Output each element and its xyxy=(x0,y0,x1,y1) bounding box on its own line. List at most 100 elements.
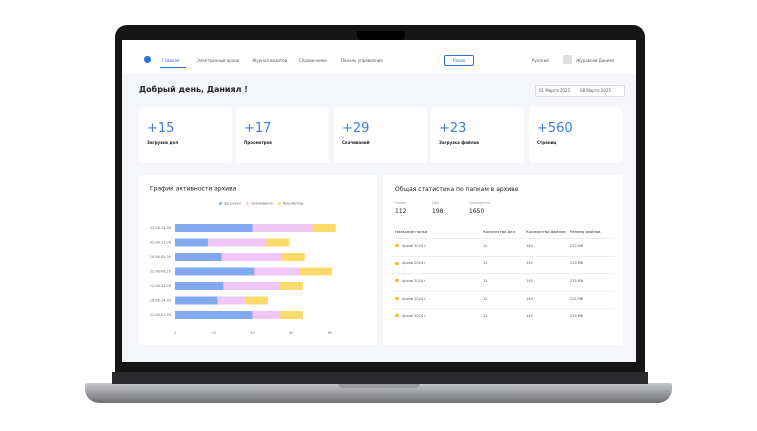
bar-segment xyxy=(175,238,208,247)
bar-segment xyxy=(221,253,282,261)
bar-segment xyxy=(217,296,245,305)
y-tick-label: 12.08-21.00 xyxy=(150,284,171,288)
chart-panel: График активности архива Загрузки Скачива… xyxy=(139,175,377,345)
table-cell: 225 Мб xyxy=(570,243,583,248)
stat-card: +15 Загрузки дел xyxy=(139,107,232,163)
folder-icon xyxy=(395,244,399,247)
stat-value: +23 xyxy=(439,121,467,136)
column-header: Название папки xyxy=(395,229,428,234)
table-cell: 225 Мб xyxy=(570,261,583,266)
row-divider xyxy=(391,273,615,274)
chart: График активности архива Загрузки Скачива… xyxy=(150,186,336,335)
table-cell: 12 xyxy=(483,314,488,319)
table-cell[interactable]: Архив 2024 г xyxy=(402,314,426,319)
screen: Главная Электронный архив Журнал визитов… xyxy=(122,40,636,362)
row-divider xyxy=(391,290,615,292)
chart-title: График активности архива xyxy=(150,186,237,193)
bar-segment xyxy=(281,253,305,261)
stat-card: +560 Страниц xyxy=(529,107,622,163)
date-to: 08 Марта 2025 xyxy=(580,88,612,93)
stat-value: +560 xyxy=(537,121,573,136)
bar-segment xyxy=(223,282,280,290)
camera-notch xyxy=(357,31,405,40)
avatar[interactable] xyxy=(563,55,572,64)
stat-label: Страниц xyxy=(537,140,557,145)
folder-icon xyxy=(395,261,399,265)
stat-label: Скачиваний xyxy=(342,140,370,145)
x-tick-label: 60 xyxy=(289,331,293,335)
nav-item[interactable]: Главная xyxy=(162,58,180,63)
y-tick-label: 23.08-14.30 xyxy=(150,226,171,230)
stat-card: +23 Загрузка файлов xyxy=(431,107,524,163)
active-underline xyxy=(160,67,186,68)
nav-item[interactable]: Панель управления xyxy=(341,58,383,63)
row-divider xyxy=(391,255,615,257)
stat-value: +15 xyxy=(147,121,175,136)
summary-value: 1650 xyxy=(469,208,485,215)
bar-segment xyxy=(312,224,336,232)
bar-segment xyxy=(254,267,299,276)
bar-segment xyxy=(266,238,290,247)
row-divider xyxy=(391,238,615,239)
stat-value: +29 xyxy=(342,121,370,136)
legend-label: Просмотры xyxy=(283,202,304,206)
bar-segment xyxy=(279,282,303,290)
date-range[interactable] xyxy=(535,85,625,97)
table-cell: 145 xyxy=(526,278,533,283)
date-from: 01 Марта 2025 xyxy=(539,88,571,93)
legend-label: Загрузки xyxy=(224,202,241,206)
table-cell: 145 xyxy=(526,314,533,319)
table-cell[interactable]: Архив 2024 г xyxy=(402,243,426,248)
summary-value: 112 xyxy=(395,208,407,215)
bar-segment xyxy=(175,311,253,319)
x-tick-label: 20 xyxy=(212,331,216,335)
hinge xyxy=(112,372,648,384)
bar-segment xyxy=(175,296,218,305)
search-button[interactable]: Поиск xyxy=(444,55,474,66)
summary-label: Папок xyxy=(395,201,407,205)
legend-swatch xyxy=(219,202,222,205)
x-tick-label: 0 xyxy=(174,331,176,335)
stat-card: +29 Скачиваний xyxy=(334,107,427,163)
laptop-base xyxy=(85,383,672,403)
logo[interactable] xyxy=(144,56,151,63)
bar-segment xyxy=(175,282,224,290)
column-header: Количество файлов xyxy=(526,229,566,234)
table-cell: 12 xyxy=(483,261,488,266)
stat-label: Загрузки дел xyxy=(147,140,179,145)
table-panel: Общая статистика по папкам в архиве Папо… xyxy=(383,175,623,345)
table-cell[interactable]: Архив 2024 г xyxy=(402,278,426,283)
nav-item[interactable]: Журнал визитов xyxy=(252,58,287,63)
bar-segment xyxy=(175,267,255,276)
table-cell[interactable]: Архив 2024 г xyxy=(402,261,426,266)
y-tick-label: 21.08-07.30 xyxy=(150,313,171,317)
y-tick-label: 18.08-14.30 xyxy=(150,299,171,303)
table-cell: 12 xyxy=(483,296,488,301)
stat-value: +17 xyxy=(244,121,272,136)
table-cell[interactable]: Архив 2024 г xyxy=(402,296,426,301)
folder-icon xyxy=(395,296,399,300)
table-cell: 145 xyxy=(526,243,533,248)
nav-item[interactable]: Электронный архив xyxy=(197,58,240,63)
table-cell: 225 Мб xyxy=(570,314,583,319)
table-cell: 225 Мб xyxy=(570,296,583,301)
bar-segment xyxy=(175,253,222,261)
nav-item[interactable]: Справочники xyxy=(299,58,327,63)
language-select[interactable]: Русский xyxy=(532,58,549,63)
row-divider xyxy=(391,308,615,309)
x-tick-label: 80 xyxy=(328,331,332,335)
x-tick-label: 40 xyxy=(250,331,254,335)
folder-icon xyxy=(395,279,399,283)
y-tick-label: 02.08-11.30 xyxy=(150,241,171,245)
y-tick-label: 22.08-08.20 xyxy=(150,270,171,274)
stat-label: Загрузка файлов xyxy=(439,140,479,145)
user-menu[interactable]: Журавлев Даниял xyxy=(576,58,615,63)
legend-label: Скачивания xyxy=(251,202,273,206)
y-tick-label: 19.08-09.30 xyxy=(150,255,171,259)
summary-label: Дел xyxy=(432,201,440,205)
table-cell: 12 xyxy=(483,243,488,248)
folder-icon xyxy=(395,314,399,318)
column-header: Размер файлов xyxy=(570,229,601,234)
bar-segment xyxy=(244,296,268,305)
